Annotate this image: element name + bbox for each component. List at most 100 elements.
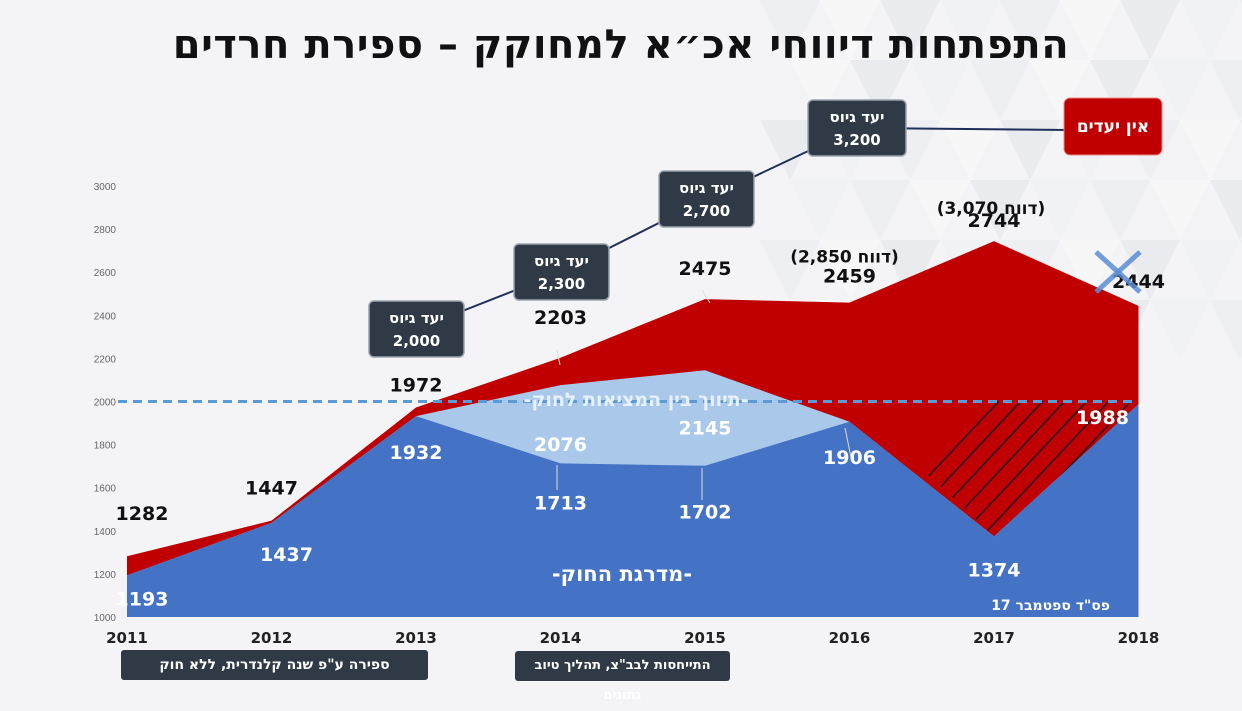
gap-region-label: -תיווך בין המציאות לחוק-: [523, 389, 748, 411]
base-data-label: 1437: [260, 544, 313, 566]
base-data-label: 1988: [1076, 407, 1129, 429]
top-data-label: 1972: [390, 375, 443, 397]
area-series-2: [127, 404, 1139, 617]
leader-line: [844, 427, 853, 463]
bg-triangle: [880, 0, 940, 60]
x-tick-label: 2016: [829, 629, 871, 647]
bg-triangle: [1060, 0, 1120, 60]
y-tick-label: 3000: [94, 182, 117, 193]
bg-triangle: [1150, 300, 1210, 360]
y-tick-label: 1400: [94, 527, 117, 538]
bg-triangle: [1150, 180, 1210, 240]
target-label: יעד גיוס: [389, 309, 444, 327]
target-box: יעד גיוס 3,200: [807, 99, 907, 157]
x-tick-label: 2013: [395, 629, 437, 647]
bg-triangle: [1000, 0, 1060, 60]
reported-note-label: (דווח 3,070): [937, 199, 1046, 219]
bg-triangle: [1000, 120, 1060, 180]
y-tick-label: 1600: [94, 484, 117, 495]
target-box-bg: [368, 300, 465, 358]
bg-triangle: [1210, 180, 1242, 240]
bg-triangle: [1090, 60, 1150, 120]
bg-triangle: [910, 180, 970, 240]
y-tick-label: 2800: [94, 225, 117, 236]
reported-data-label: 2145: [679, 417, 732, 439]
target-box: יעד גיוס 2,300: [513, 243, 610, 301]
hatch-line: [1158, 400, 1242, 560]
target-box-bg: [658, 170, 755, 228]
y-tick-label: 2000: [94, 398, 117, 409]
target-value: 3,200: [833, 131, 880, 149]
bg-triangle: [820, 0, 880, 60]
bg-triangle: [1120, 0, 1180, 60]
bg-triangle: [1090, 180, 1150, 240]
y-tick-label: 2600: [94, 268, 117, 279]
bg-triangle: [1030, 60, 1090, 120]
bg-triangle: [850, 60, 910, 120]
hatch-line: [1135, 401, 1139, 537]
base-data-label: 1193: [116, 588, 169, 610]
bg-triangle: [1060, 240, 1120, 300]
bg-triangle: [1150, 60, 1210, 120]
bg-triangle: [820, 240, 880, 300]
target-box: יעד גיוס 2,700: [658, 170, 755, 228]
bg-triangle: [940, 120, 1000, 180]
no-target-box: אין יעדים: [1063, 97, 1163, 156]
base-data-label: 1713: [534, 492, 587, 514]
bg-triangle: [760, 0, 820, 60]
leader-line: [556, 349, 561, 366]
y-tick-label: 1200: [94, 570, 117, 581]
bg-triangle: [1030, 180, 1090, 240]
target-label: יעד גיוס: [679, 179, 734, 197]
base-data-label: 1702: [679, 502, 732, 524]
base-data-label: 1932: [390, 442, 443, 464]
top-data-label: 2475: [679, 258, 732, 280]
target-label: יעד גיוס: [830, 108, 885, 126]
bg-triangle: [790, 60, 850, 120]
base-data-label: 1374: [968, 559, 1021, 581]
bg-triangle: [1210, 60, 1242, 120]
top-data-label: 1447: [245, 478, 298, 500]
page-title: התפתחות דיווחי אכ״א למחוקק – ספירת חרדים: [172, 22, 1070, 68]
bg-triangle: [880, 240, 940, 300]
bg-triangle: [1180, 0, 1240, 60]
y-tick-label: 2400: [94, 311, 117, 322]
target-value: 2,000: [393, 332, 440, 350]
target-value: 2,300: [538, 275, 585, 293]
x-tick-label: 2012: [251, 629, 293, 647]
data-refinement-note: התייחסות לבב"צ, תהליך טיוב נתונים: [515, 651, 730, 703]
bg-triangle: [790, 180, 850, 240]
leader-line: [701, 289, 711, 304]
target-value: 2,700: [683, 202, 730, 220]
cross-icon: [1094, 250, 1142, 294]
bg-triangle: [910, 60, 970, 120]
law-region-label: -מדרגת החוק-: [552, 562, 692, 586]
source-label: פס"ד ספטמבר 17: [991, 598, 1110, 614]
bg-triangle: [1180, 120, 1240, 180]
bg-triangle: [760, 120, 820, 180]
no-target-box-bg: [1063, 97, 1163, 156]
x-tick-label: 2014: [540, 629, 582, 647]
target-box-bg: [513, 243, 610, 301]
y-tick-label: 1800: [94, 441, 117, 452]
target-box-bg: [807, 99, 907, 157]
x-tick-label: 2011: [106, 629, 148, 647]
bg-triangle: [1180, 240, 1240, 300]
top-data-label: 2203: [534, 307, 587, 329]
no-target-label: אין יעדים: [1077, 117, 1149, 137]
bg-triangle: [970, 60, 1030, 120]
hatch-line: [1180, 400, 1242, 560]
target-box: יעד גיוס 2,000: [368, 300, 465, 358]
x-tick-label: 2015: [684, 629, 726, 647]
top-data-label: 2744: [968, 210, 1021, 232]
reported-data-label: 2076: [534, 434, 587, 456]
x-tick-label: 2017: [973, 629, 1015, 647]
top-data-label: 2459: [823, 266, 876, 288]
top-data-label: 1282: [116, 503, 169, 525]
y-tick-label: 2200: [94, 354, 117, 365]
reported-note-label: (דווח 2,850): [790, 248, 899, 268]
bg-triangle: [1210, 300, 1242, 360]
bg-triangle: [760, 240, 820, 300]
y-tick-label: 1000: [94, 613, 117, 624]
